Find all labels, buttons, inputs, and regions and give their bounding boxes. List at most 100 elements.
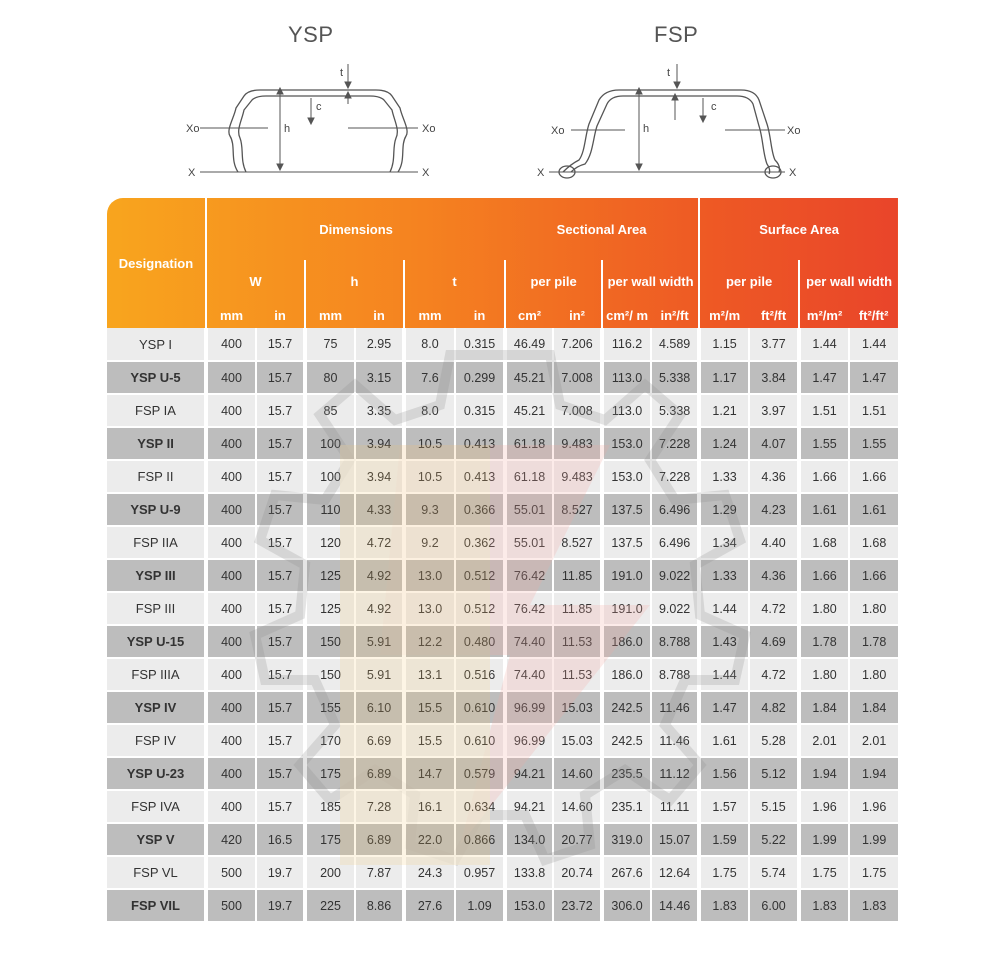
value-cell: 0.480 [453, 625, 506, 659]
value-cell: 75 [303, 328, 355, 362]
t-subheader: t [402, 260, 506, 302]
value-cell: 1.75 [848, 856, 899, 890]
w-subheader: W [205, 260, 305, 302]
value-cell: 242.5 [600, 724, 652, 758]
value-cell: 7.008 [552, 394, 603, 428]
table-row: FSP IV 400 15.7 170 6.69 15.5 0.610 96.99 15.03 2… [107, 724, 899, 758]
table-row: YSP III 400 15.7 125 4.92 13.0 0.512 76.42 11.85… [107, 559, 899, 593]
value-cell: 19.7 [255, 889, 305, 923]
value-cell: 400 [204, 394, 256, 428]
designation-cell: YSP IV [107, 691, 206, 725]
value-cell: 225 [303, 889, 355, 923]
table-row: YSP V 420 16.5 175 6.89 22.0 0.866 134.0 20.77 31… [107, 823, 899, 857]
designation-cell: FSP IV [107, 724, 206, 758]
value-cell: 85 [303, 394, 355, 428]
value-cell: 100 [303, 427, 355, 461]
value-cell: 0.299 [453, 361, 506, 395]
designation-cell: YSP III [107, 559, 206, 593]
table-row: FSP III 400 15.7 125 4.92 13.0 0.512 76.42 11.85… [107, 592, 899, 626]
value-cell: 1.80 [848, 592, 899, 626]
designation-cell: FSP VIL [107, 889, 206, 923]
value-cell: 125 [303, 592, 355, 626]
value-cell: 7.228 [650, 427, 700, 461]
designation-cell: YSP U-5 [107, 361, 206, 395]
table-row: FSP IVA 400 15.7 185 7.28 16.1 0.634 94.21 14.60… [107, 790, 899, 824]
fsp-label-x-left: X [537, 167, 545, 179]
ysp-label-c: c [316, 101, 322, 113]
value-cell: 175 [303, 823, 355, 857]
unit-header: mm [304, 302, 355, 328]
value-cell: 0.866 [453, 823, 506, 857]
value-cell: 1.84 [848, 691, 899, 725]
fsp-label-xo-right: Xo [787, 125, 800, 137]
value-cell: 8.86 [354, 889, 404, 923]
value-cell: 7.87 [354, 856, 404, 890]
value-cell: 61.18 [503, 460, 554, 494]
value-cell: 4.36 [748, 559, 800, 593]
value-cell: 1.84 [797, 691, 850, 725]
value-cell: 3.84 [748, 361, 800, 395]
table-row: FSP II 400 15.7 100 3.94 10.5 0.413 61.18 9.483 1… [107, 460, 899, 494]
designation-cell: YSP II [107, 427, 206, 461]
table-row: FSP IA 400 15.7 85 3.35 8.0 0.315 45.21 7.008 113… [107, 394, 899, 428]
value-cell: 14.7 [402, 757, 455, 791]
value-cell: 11.46 [650, 724, 700, 758]
fsp-profile-diagram: t c h Xo Xo X X [535, 60, 805, 185]
dimensions-group-header: Dimensions [204, 198, 506, 260]
value-cell: 16.1 [402, 790, 455, 824]
unit-header: mm [403, 302, 455, 328]
value-cell: 1.68 [848, 526, 899, 560]
unit-header: in [473, 307, 486, 323]
value-cell: 23.72 [552, 889, 603, 923]
value-cell: 1.15 [697, 328, 750, 362]
value-cell: 20.77 [552, 823, 603, 857]
designation-cell: YSP V [107, 823, 206, 857]
value-cell: 4.69 [748, 625, 800, 659]
value-cell: 15.7 [255, 361, 305, 395]
value-cell: 153.0 [503, 889, 554, 923]
value-cell: 24.3 [402, 856, 455, 890]
value-cell: 15.7 [255, 757, 305, 791]
table-row: YSP I 400 15.7 75 2.95 8.0 0.315 46.49 7.206 116.… [107, 328, 899, 362]
designation-cell: FSP VL [107, 856, 206, 890]
value-cell: 3.15 [354, 361, 404, 395]
value-cell: 1.17 [697, 361, 750, 395]
value-cell: 6.89 [354, 823, 404, 857]
value-cell: 10.5 [402, 460, 455, 494]
value-cell: 8.788 [650, 625, 700, 659]
designation-cell: FSP III [107, 592, 206, 626]
value-cell: 2.95 [354, 328, 404, 362]
value-cell: 1.34 [697, 526, 750, 560]
value-cell: 6.00 [748, 889, 800, 923]
value-cell: 170 [303, 724, 355, 758]
value-cell: 7.008 [552, 361, 603, 395]
value-cell: 153.0 [600, 427, 652, 461]
value-cell: 113.0 [600, 394, 652, 428]
surface-area-group-header: Surface Area [698, 198, 899, 260]
value-cell: 4.72 [748, 592, 800, 626]
value-cell: 1.33 [697, 460, 750, 494]
value-cell: 1.21 [697, 394, 750, 428]
value-cell: 15.03 [552, 724, 603, 758]
value-cell: 1.80 [797, 658, 850, 692]
units-row: mm in mm in mm in cm² in² cm²/ m in²/ft m²/m ft²/ft… [107, 302, 898, 328]
table-row: FSP VIL 500 19.7 225 8.86 27.6 1.09 153.0 23.72 3… [107, 889, 899, 923]
value-cell: 1.99 [797, 823, 850, 857]
value-cell: 186.0 [600, 625, 652, 659]
value-cell: 150 [303, 658, 355, 692]
unit-header: m²/m² [798, 302, 850, 328]
value-cell: 4.36 [748, 460, 800, 494]
ysp-label-xo-left: Xo [186, 123, 199, 135]
surface-per-wall-subheader: per wall width [798, 260, 899, 302]
value-cell: 20.74 [552, 856, 603, 890]
value-cell: 15.03 [552, 691, 603, 725]
value-cell: 8.0 [402, 394, 455, 428]
value-cell: 61.18 [503, 427, 554, 461]
value-cell: 400 [204, 328, 256, 362]
sectional-per-pile-subheader: per pile [504, 260, 603, 302]
table-row: YSP IV 400 15.7 155 6.10 15.5 0.610 96.99 15.03 2… [107, 691, 899, 725]
unit-header: in²/ft [660, 307, 689, 323]
value-cell: 200 [303, 856, 355, 890]
value-cell: 1.44 [697, 592, 750, 626]
value-cell: 1.61 [797, 493, 850, 527]
